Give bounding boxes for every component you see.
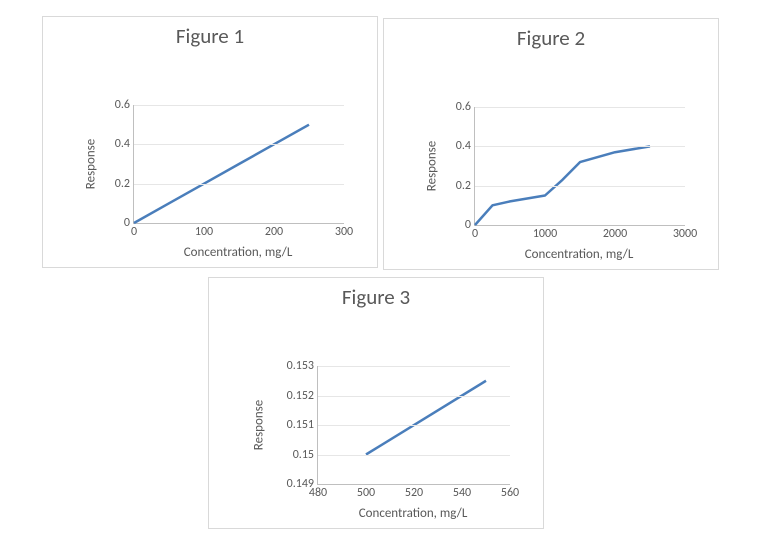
figure-1-title: Figure 1 — [43, 23, 377, 49]
fig1-gridline — [134, 105, 344, 106]
fig3-xtick-label: 520 — [405, 484, 423, 500]
figure-1-panel: Figure 1 00.20.40.60100200300 Response C… — [42, 16, 378, 268]
fig2-ytick-label: 0.6 — [456, 100, 475, 114]
fig1-series-line — [134, 125, 309, 223]
figure-1-plot-area: 00.20.40.60100200300 — [133, 105, 344, 224]
figure-3-panel: Figure 3 0.1490.150.1510.1520.1534805005… — [208, 277, 544, 529]
fig3-xtick-label: 480 — [309, 484, 327, 500]
fig2-xtick-label: 1000 — [533, 225, 557, 241]
fig1-gridline — [134, 144, 344, 145]
fig3-ytick-label: 0.152 — [287, 389, 318, 403]
fig2-gridline — [475, 107, 685, 108]
figure-3-x-axis-label: Concentration, mg/L — [359, 506, 468, 521]
fig2-gridline — [475, 186, 685, 187]
fig1-xtick-label: 0 — [131, 223, 137, 239]
fig1-ytick-label: 0.6 — [115, 98, 134, 112]
fig3-xtick-label: 500 — [357, 484, 375, 500]
fig3-xtick-label: 540 — [453, 484, 471, 500]
fig2-gridline — [475, 146, 685, 147]
fig3-xtick-label: 560 — [501, 484, 519, 500]
figure-3-title: Figure 3 — [209, 284, 543, 310]
fig2-xtick-label: 0 — [472, 225, 478, 241]
fig1-xtick-label: 300 — [335, 223, 353, 239]
figure-2-plot-area: 00.20.40.60100020003000 — [474, 107, 685, 226]
figure-3-y-axis-label: Response — [252, 400, 267, 450]
fig2-xtick-label: 3000 — [673, 225, 697, 241]
figure-2-title: Figure 2 — [384, 25, 718, 51]
fig3-ytick-label: 0.153 — [287, 359, 318, 373]
fig1-ytick-label: 0.2 — [115, 177, 134, 191]
fig1-ytick-label: 0.4 — [115, 137, 134, 151]
figure-1-line — [134, 105, 344, 223]
fig1-xtick-label: 100 — [195, 223, 213, 239]
figure-2-x-axis-label: Concentration, mg/L — [525, 247, 634, 262]
fig2-ytick-label: 0.2 — [456, 179, 475, 193]
fig3-gridline — [318, 425, 510, 426]
fig3-gridline — [318, 455, 510, 456]
figure-3-plot-area: 0.1490.150.1510.1520.153480500520540560 — [317, 366, 510, 485]
fig2-ytick-label: 0.4 — [456, 139, 475, 153]
figure-2-y-axis-label: Response — [425, 141, 440, 191]
fig3-gridline — [318, 396, 510, 397]
figure-2-panel: Figure 2 00.20.40.60100020003000 Respons… — [383, 18, 719, 270]
fig3-gridline — [318, 366, 510, 367]
fig3-ytick-label: 0.151 — [287, 418, 318, 432]
fig3-series-line — [366, 381, 486, 455]
fig3-ytick-label: 0.15 — [293, 448, 318, 462]
fig2-xtick-label: 2000 — [603, 225, 627, 241]
figure-1-x-axis-label: Concentration, mg/L — [184, 245, 293, 260]
page: Figure 1 00.20.40.60100200300 Response C… — [0, 0, 767, 557]
figure-2-line — [475, 107, 685, 225]
fig1-xtick-label: 200 — [265, 223, 283, 239]
figure-1-y-axis-label: Response — [84, 139, 99, 189]
fig1-gridline — [134, 184, 344, 185]
